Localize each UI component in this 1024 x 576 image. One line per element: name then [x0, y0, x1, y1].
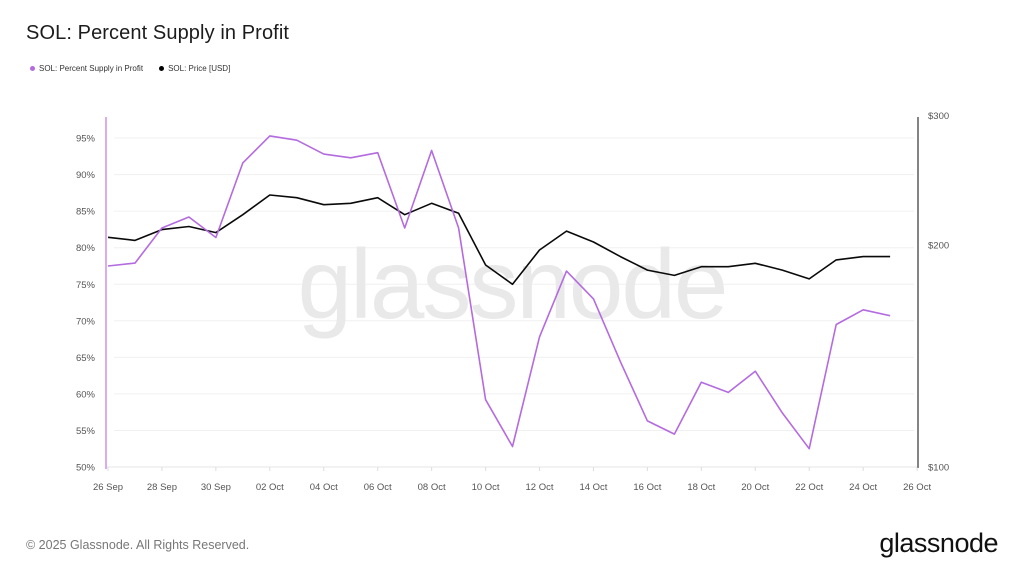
- legend-dot-icon: [159, 66, 165, 71]
- x-axis-tick-label: 22 Oct: [795, 482, 823, 493]
- legend-item-supply-in-profit[interactable]: SOL: Percent Supply in Profit: [30, 64, 143, 73]
- right-axis-tick-label: $200: [928, 241, 949, 252]
- left-axis-tick-label: 75%: [76, 280, 96, 291]
- left-axis-tick-label: 50%: [76, 463, 96, 474]
- grid-lines: [106, 137, 918, 468]
- x-axis-tick-label: 14 Oct: [579, 482, 607, 493]
- x-axis-tick-label: 06 Oct: [364, 482, 392, 493]
- legend-dot-icon: [30, 66, 35, 71]
- x-axis: 26 Sep 28 Sep 30 Sep 02 Oct 04 Oct 06 Oct 08 O…: [93, 467, 931, 493]
- x-axis-tick-label: 28 Sep: [147, 482, 177, 493]
- left-axis-tick-label: 85%: [76, 207, 96, 218]
- left-axis-tick-label: 90%: [76, 170, 96, 181]
- supply-in-profit-series-line[interactable]: [107, 135, 891, 450]
- x-axis-tick-label: 26 Oct: [903, 482, 931, 493]
- x-axis-tick-label: 30 Sep: [201, 482, 231, 493]
- price-series-line[interactable]: [107, 194, 891, 286]
- x-axis-tick-label: 02 Oct: [256, 482, 284, 493]
- x-axis-tick-label: 26 Sep: [93, 482, 123, 493]
- x-axis-tick-label: 12 Oct: [526, 482, 554, 493]
- x-axis-tick-label: 16 Oct: [633, 482, 661, 493]
- left-axis-tick-label: 95%: [76, 134, 96, 145]
- x-axis-tick-label: 10 Oct: [472, 482, 500, 493]
- legend-item-price[interactable]: SOL: Price [USD]: [159, 64, 230, 73]
- legend-label: SOL: Percent Supply in Profit: [39, 64, 144, 73]
- copyright-text: © 2025 Glassnode. All Rights Reserved.: [26, 538, 250, 552]
- x-axis-tick-label: 04 Oct: [310, 482, 338, 493]
- left-axis-tick-label: 70%: [76, 316, 96, 327]
- x-axis-tick-label: 18 Oct: [687, 482, 715, 493]
- chart-legend: SOL: Percent Supply in Profit SOL: Price…: [30, 64, 230, 73]
- legend-label: SOL: Price [USD]: [168, 64, 231, 73]
- right-axis-tick-label: $100: [928, 463, 949, 474]
- left-axis-tick-label: 55%: [76, 426, 96, 437]
- left-axis-tick-label: 60%: [76, 389, 96, 400]
- left-y-axis: 50% 55% 60% 65% 70% 75% 80% 85% 90% 95%: [76, 117, 107, 474]
- x-axis-tick-label: 24 Oct: [849, 482, 877, 493]
- x-axis-tick-label: 08 Oct: [418, 482, 446, 493]
- x-axis-tick-label: 20 Oct: [741, 482, 769, 493]
- chart-title: SOL: Percent Supply in Profit: [26, 22, 290, 44]
- left-axis-tick-label: 65%: [76, 353, 96, 364]
- left-axis-tick-label: 80%: [76, 243, 96, 254]
- right-axis-tick-label: $300: [928, 111, 949, 122]
- glassnode-logo: glassnode: [879, 528, 998, 558]
- right-y-axis: $100 $200 $300: [917, 111, 949, 474]
